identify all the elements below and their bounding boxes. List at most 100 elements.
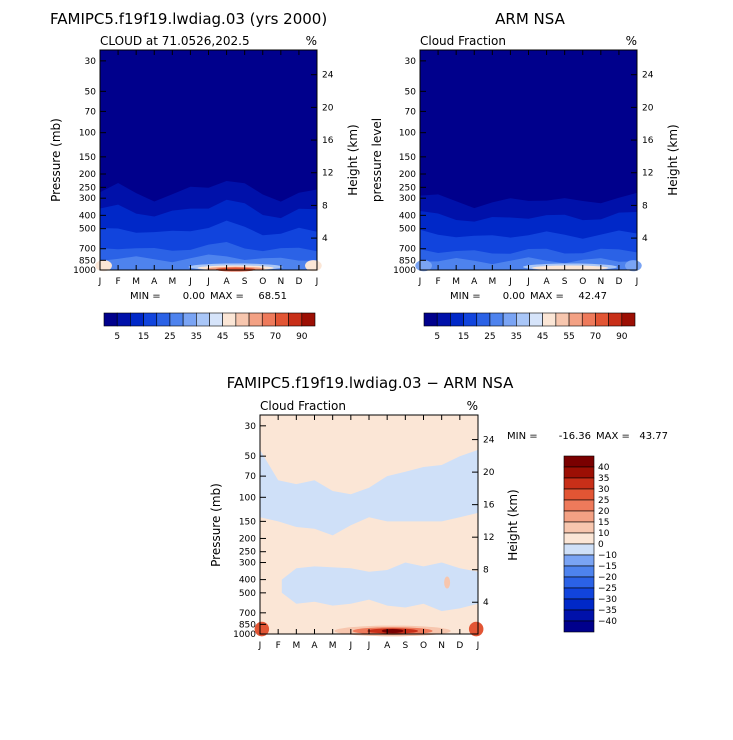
xtick-label: F: [115, 277, 120, 287]
xtick-label: A: [384, 641, 391, 651]
contour-edge-patch-0: [95, 260, 112, 272]
ytick-label: 70: [405, 107, 417, 117]
xtick-label: S: [402, 641, 408, 651]
xtick-label: M: [292, 641, 300, 651]
xtick-label: O: [579, 277, 586, 287]
colorbar-swatch: [555, 312, 570, 327]
ytick-label: 850: [399, 256, 416, 266]
colorbar-swatch: [143, 312, 158, 327]
xtick-label: D: [615, 277, 622, 287]
colorbar-swatch: [563, 598, 595, 611]
rtick-label: 16: [642, 136, 654, 146]
panel-diff-plot: [254, 414, 484, 637]
positive-blob: [444, 576, 451, 589]
panel-obs-max-label: MAX =: [530, 291, 564, 302]
rtick-label: 16: [483, 501, 495, 511]
colorbar-swatch: [516, 312, 530, 327]
panel-obs-height-ticks: 24 20 16 12 8 4: [631, 71, 654, 244]
xtick-label: D: [295, 277, 302, 287]
panel-obs: ARM NSA Cloud Fraction % 305070100150200…: [370, 10, 680, 342]
colorbar-label: −30: [598, 595, 617, 605]
ytick-label: 300: [79, 194, 96, 204]
colorbar-swatch: [563, 477, 595, 490]
ytick-label: 1000: [73, 266, 96, 276]
rtick-label: 20: [322, 103, 334, 113]
ytick-label: 30: [85, 57, 97, 67]
colorbar-swatch: [116, 312, 131, 327]
contour-core-48: [532, 265, 609, 271]
colorbar-swatch: [563, 620, 595, 633]
xtick-label: D: [456, 641, 463, 651]
colorbar-label: 25: [598, 496, 609, 506]
xtick-label: J: [508, 277, 512, 287]
xtick-label: J: [315, 277, 319, 287]
panel-obs-max-value: 42.47: [578, 291, 607, 302]
colorbar-swatch: [248, 312, 263, 327]
ytick-label: 100: [399, 129, 416, 139]
xtick-label: S: [562, 277, 568, 287]
panel-obs-plot: [415, 49, 642, 272]
panel-obs-units: %: [626, 34, 637, 48]
ytick-label: 1000: [233, 630, 256, 640]
colorbar-swatch: [235, 312, 250, 327]
colorbar-swatch: [563, 521, 595, 534]
panel-obs-colorbar: 5 15 25 35 45 55 70 90: [423, 312, 636, 342]
colorbar-label: −20: [598, 573, 617, 583]
rtick-label: 8: [483, 566, 489, 576]
colorbar-label: 70: [590, 332, 602, 342]
xtick-label: J: [349, 641, 353, 651]
colorbar-swatch: [301, 312, 316, 327]
rtick-label: 4: [483, 598, 489, 608]
rtick-label: 8: [322, 201, 328, 211]
ytick-label: 50: [405, 87, 417, 97]
panel-model-ylabel-right: Height (km): [346, 124, 360, 195]
ytick-label: 50: [245, 452, 257, 462]
colorbar-swatch: [436, 312, 451, 327]
rtick-label: 4: [642, 234, 648, 244]
colorbar-swatch: [169, 312, 184, 327]
colorbar-swatch: [563, 510, 595, 523]
ytick-label: 100: [79, 129, 96, 139]
colorbar-label: 40: [598, 463, 610, 473]
colorbar-swatch: [563, 565, 595, 578]
colorbar-swatch: [621, 312, 636, 327]
colorbar-swatch: [130, 312, 144, 327]
xtick-label: J: [206, 277, 210, 287]
rtick-label: 4: [322, 234, 328, 244]
rtick-label: 24: [322, 71, 334, 81]
ytick-label: 700: [239, 609, 256, 619]
panel-diff-title: FAMIPC5.f19f19.lwdiag.03 − ARM NSA: [227, 374, 514, 392]
xtick-label: A: [151, 277, 158, 287]
colorbar-label: 90: [296, 332, 308, 342]
xtick-label: M: [329, 641, 337, 651]
rtick-label: 24: [483, 436, 495, 446]
xtick-label: J: [526, 277, 530, 287]
colorbar-swatch: [502, 312, 517, 327]
ytick-label: 500: [79, 225, 96, 235]
xtick-label: S: [242, 277, 248, 287]
panel-obs-min-label: MIN =: [450, 291, 481, 302]
colorbar-swatch: [542, 312, 557, 327]
panel-diff-max-label: MAX =: [596, 431, 630, 442]
colorbar-swatch: [222, 312, 237, 327]
xtick-label: A: [543, 277, 550, 287]
xtick-label: M: [488, 277, 496, 287]
colorbar-label: 55: [563, 332, 574, 342]
colorbar-swatch: [563, 499, 595, 512]
panel-obs-min-value: 0.00: [503, 291, 525, 302]
panel-diff-units: %: [467, 399, 478, 413]
colorbar-label: 35: [191, 332, 202, 342]
colorbar-swatch: [608, 312, 623, 327]
colorbar-swatch: [463, 312, 478, 327]
xtick-label: N: [597, 277, 604, 287]
xtick-label: F: [435, 277, 440, 287]
positive-edge-1: [468, 621, 484, 637]
colorbar-label: 15: [138, 332, 149, 342]
panel-model-min-value: 0.00: [183, 291, 205, 302]
panel-diff-ylabel: Pressure (mb): [209, 483, 223, 567]
ytick-label: 850: [239, 620, 256, 630]
ytick-label: 850: [79, 256, 96, 266]
